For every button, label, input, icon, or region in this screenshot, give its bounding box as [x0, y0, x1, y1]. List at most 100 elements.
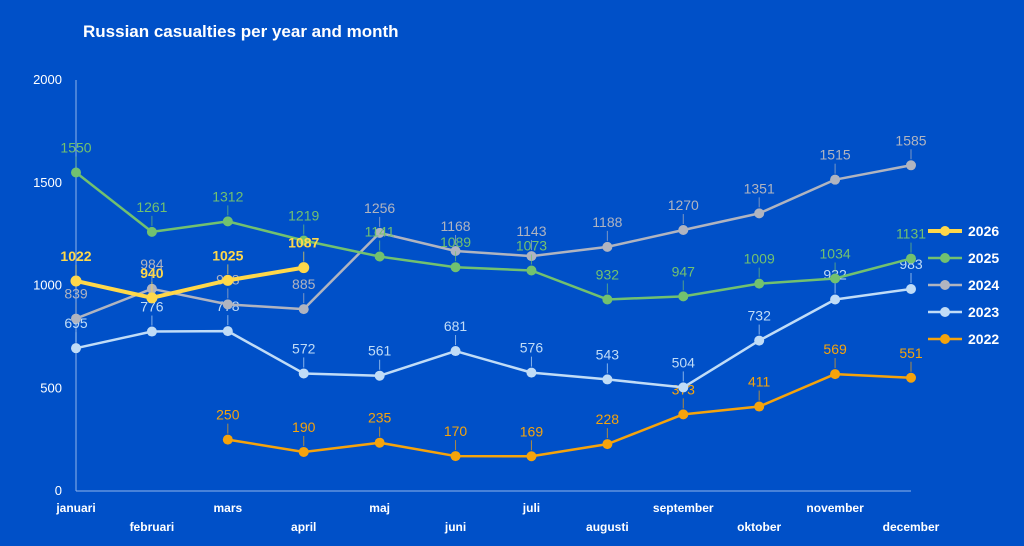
data-label: 1141 [365, 224, 395, 240]
chart-title: Russian casualties per year and month [83, 22, 399, 41]
legend-swatch-dot [940, 253, 950, 263]
series-line-2025 [75, 171, 912, 301]
data-point [222, 299, 233, 310]
series-line-2022 [227, 372, 912, 458]
series-group: 2501902351701692283734115695516957767785… [60, 132, 927, 462]
legend-item-2023: 2023 [928, 304, 999, 320]
x-tick-label: december [883, 520, 940, 534]
y-tick-label: 1500 [33, 175, 62, 190]
legend-label: 2023 [968, 304, 999, 320]
legend-item-2024: 2024 [928, 277, 999, 293]
data-label: 1256 [364, 200, 395, 216]
data-point [830, 294, 841, 305]
data-label: 228 [596, 411, 620, 427]
x-tick-label: oktober [737, 520, 781, 534]
data-label: 235 [368, 410, 392, 426]
data-label: 732 [748, 308, 772, 324]
data-label: 504 [672, 354, 696, 370]
data-label: 169 [520, 423, 544, 439]
data-label: 170 [444, 423, 468, 439]
data-point [754, 208, 765, 219]
data-point [526, 367, 537, 378]
data-label: 839 [64, 286, 88, 302]
data-label: 1089 [440, 234, 471, 250]
data-point [298, 368, 309, 379]
data-point [450, 262, 461, 273]
data-point [678, 225, 689, 236]
data-point [146, 326, 157, 337]
data-point [71, 343, 81, 354]
data-point [906, 160, 916, 171]
data-point [222, 434, 233, 445]
data-point [678, 409, 689, 420]
data-label: 1219 [288, 207, 319, 223]
series-2025: 1550 1261 1312 1219 1141 1089 1073 932 947 1009 10… [60, 139, 926, 305]
data-point [298, 446, 309, 457]
data-point [906, 253, 916, 264]
data-point [298, 262, 310, 274]
data-point [830, 369, 841, 380]
data-label: 1312 [212, 188, 243, 204]
data-point [450, 346, 461, 357]
legend-label: 2026 [968, 223, 999, 239]
data-label: 947 [672, 263, 696, 279]
data-point [602, 374, 613, 385]
x-tick-label: juli [522, 501, 540, 515]
data-label: 1087 [288, 235, 319, 251]
y-tick-label: 0 [55, 483, 62, 498]
data-point [374, 437, 385, 448]
series-line-2026 [75, 265, 305, 300]
data-point [754, 335, 765, 346]
legend: 2026 2025 2024 2023 2022 [928, 223, 999, 347]
data-point [602, 241, 613, 252]
data-label: 776 [140, 299, 164, 315]
y-tick-label: 1000 [33, 278, 62, 293]
data-label: 551 [899, 345, 923, 361]
data-point [146, 292, 158, 304]
series-2024: 8399849088851256116811431188127013511515… [64, 132, 927, 324]
data-label: 940 [140, 265, 164, 281]
legend-label: 2025 [968, 250, 999, 266]
x-tick-label: april [291, 520, 316, 534]
data-label: 984 [140, 256, 164, 272]
series-2026: 1022 940 1025 1087 [60, 235, 320, 304]
data-label: 1073 [516, 237, 547, 253]
data-point [450, 245, 461, 256]
data-point [71, 167, 81, 178]
x-tick-label: juni [444, 520, 466, 534]
data-point [374, 370, 385, 381]
data-label: 1025 [212, 247, 243, 263]
data-label: 569 [823, 341, 847, 357]
data-point [754, 401, 765, 412]
series-2023: 695776778572561681576543504732932983 [64, 256, 923, 393]
data-label: 932 [596, 266, 620, 282]
data-point [906, 372, 916, 383]
legend-item-2025: 2025 [928, 250, 999, 266]
legend-label: 2024 [968, 277, 999, 293]
data-label: 1515 [820, 147, 851, 163]
series-2022: 250190235170169228373411569551 [216, 341, 923, 462]
data-label: 1168 [440, 218, 470, 234]
x-tick-label: augusti [586, 520, 629, 534]
x-axis: januari februari mars april maj juni juli augus… [55, 490, 940, 534]
data-point [374, 251, 385, 262]
data-point [830, 273, 841, 284]
legend-item-2026: 2026 [928, 223, 999, 239]
data-label: 1034 [820, 246, 851, 262]
x-tick-label: november [806, 501, 864, 515]
data-point [678, 291, 689, 302]
data-label: 576 [520, 340, 544, 356]
data-label: 1351 [744, 180, 775, 196]
x-tick-label: maj [369, 501, 390, 515]
data-label: 1188 [592, 214, 622, 230]
data-label: 1585 [895, 132, 926, 148]
data-point [526, 451, 537, 462]
data-label: 411 [748, 374, 771, 390]
data-point [298, 304, 309, 315]
data-label: 1550 [60, 139, 91, 155]
data-point [526, 265, 537, 276]
x-tick-label: februari [130, 520, 175, 534]
y-tick-label: 2000 [33, 72, 62, 87]
data-point [71, 313, 81, 324]
data-label: 885 [292, 276, 316, 292]
